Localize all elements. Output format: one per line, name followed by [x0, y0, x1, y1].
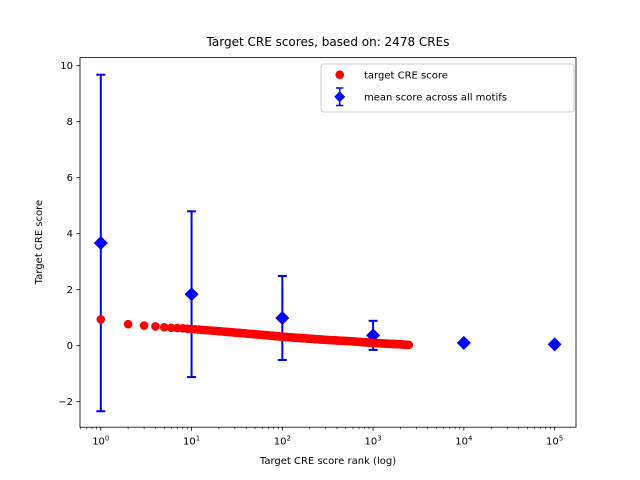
- chart-title: Target CRE scores, based on: 2478 CREs: [206, 35, 450, 49]
- target-score-point: [159, 322, 169, 332]
- target-score-point: [151, 322, 160, 331]
- target-score-point: [123, 319, 133, 329]
- x-tick-label: 104: [455, 435, 473, 448]
- plot-area: 100 101 102 103 104 105 −2 0 2 4 6 8 10: [58, 57, 577, 448]
- y-ticks: −2 0 2 4 6 8 10: [58, 61, 80, 408]
- mean-score-marker: [456, 335, 471, 350]
- x-major-ticks: 100 101 102 103 104 105: [92, 427, 563, 448]
- legend-target-dot-icon: [335, 70, 345, 79]
- x-axis-label: Target CRE score rank (log): [259, 456, 396, 467]
- x-tick-label: 100: [92, 435, 109, 448]
- mean-score-marker: [184, 287, 199, 302]
- y-tick-label: 10: [60, 61, 73, 72]
- y-tick-label: −2: [58, 397, 73, 408]
- x-tick-label: 102: [274, 435, 291, 448]
- target-score-point: [167, 323, 176, 333]
- x-tick-label: 105: [546, 435, 563, 448]
- y-tick-label: 4: [67, 229, 73, 240]
- mean-score-marker: [547, 337, 562, 352]
- mean-score-series: [93, 73, 562, 413]
- y-tick-label: 6: [67, 173, 73, 184]
- x-tick-label: 103: [364, 435, 381, 448]
- legend-label-target: target CRE score: [364, 71, 448, 82]
- y-tick-label: 2: [67, 285, 73, 296]
- target-score-point: [139, 321, 149, 330]
- legend-label-mean: mean score across all motifs: [364, 93, 507, 104]
- mean-score-marker: [93, 235, 108, 250]
- mean-score-marker: [275, 311, 290, 325]
- x-tick-label: 101: [183, 435, 200, 448]
- y-tick-label: 8: [67, 117, 73, 128]
- target-score-point: [96, 315, 106, 324]
- y-tick-label: 0: [67, 341, 73, 352]
- legend-box: [320, 63, 575, 113]
- legend-mean-diamond-icon: [334, 87, 346, 107]
- axes-frame: [79, 57, 577, 428]
- target-score-series: [96, 315, 414, 350]
- x-minor-ticks: [80, 427, 551, 430]
- target-score-point: [404, 340, 414, 350]
- legend: target CRE score mean score across all m…: [320, 63, 575, 113]
- y-axis-label: Target CRE score: [34, 200, 45, 285]
